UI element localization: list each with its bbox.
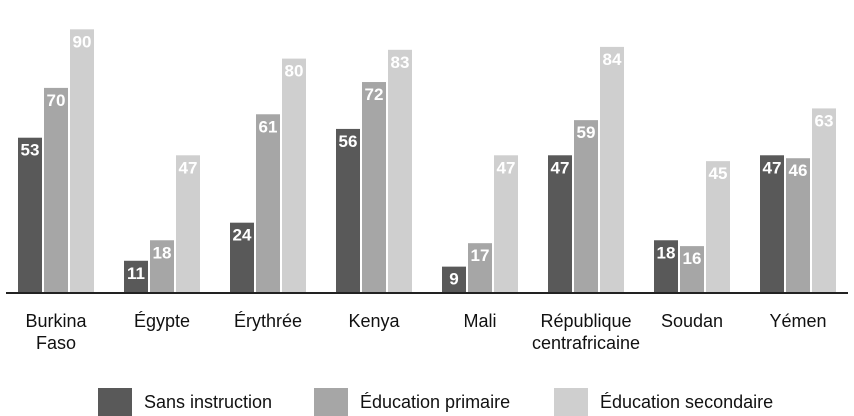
data-label: 47 bbox=[179, 158, 198, 177]
legend-label: Éducation primaire bbox=[360, 392, 510, 412]
data-label: 47 bbox=[763, 158, 782, 177]
bar-3-8 bbox=[812, 108, 836, 293]
category-label: Soudan bbox=[661, 311, 723, 331]
data-label: 72 bbox=[365, 85, 384, 104]
data-label: 83 bbox=[391, 53, 410, 72]
bar-1-1 bbox=[18, 137, 42, 293]
bar-3-4 bbox=[388, 49, 412, 294]
bar-3-3 bbox=[282, 58, 306, 293]
category-label: République centrafricaine bbox=[532, 311, 640, 353]
bar-2-3 bbox=[256, 114, 280, 294]
bar-1-3 bbox=[230, 222, 254, 293]
category-label: Kenya bbox=[348, 311, 400, 331]
bar-2-4 bbox=[362, 82, 386, 293]
data-label: 16 bbox=[683, 249, 702, 268]
legend-label: Sans instruction bbox=[144, 392, 272, 412]
bar-3-2 bbox=[176, 155, 200, 293]
legend: Sans instruction Éducation primaire Éducat… bbox=[98, 388, 773, 416]
bar-3-5 bbox=[494, 155, 518, 293]
data-label: 45 bbox=[709, 164, 728, 183]
category-labels: Burkina Faso Égypte Érythrée Kenya Mali Républ… bbox=[25, 311, 826, 353]
data-label: 63 bbox=[815, 111, 834, 130]
legend-swatch bbox=[314, 388, 348, 416]
legend-label: Éducation secondaire bbox=[600, 392, 773, 412]
data-label: 61 bbox=[259, 117, 278, 136]
data-label: 18 bbox=[657, 243, 676, 262]
bar-1-7 bbox=[654, 240, 678, 293]
data-label: 84 bbox=[603, 50, 622, 69]
bars-group: 53 70 90 11 18 47 24 61 80 56 72 83 9 17 47 47 59 84 18 16 4… bbox=[18, 29, 836, 294]
data-label: 47 bbox=[551, 158, 570, 177]
category-label: Érythrée bbox=[234, 311, 302, 331]
data-label: 90 bbox=[73, 32, 92, 51]
data-label: 80 bbox=[285, 62, 304, 81]
bar-3-1 bbox=[70, 29, 94, 294]
bar-2-8 bbox=[786, 158, 810, 293]
category-label: Yémen bbox=[769, 311, 826, 331]
bar-1-8 bbox=[760, 155, 784, 293]
data-label: 56 bbox=[339, 132, 358, 151]
data-label: 70 bbox=[47, 91, 66, 110]
bar-3-6 bbox=[600, 46, 624, 293]
data-label: 46 bbox=[789, 161, 808, 180]
category-label: Égypte bbox=[134, 311, 190, 331]
legend-swatch bbox=[554, 388, 588, 416]
legend-swatch bbox=[98, 388, 132, 416]
bar-1-5 bbox=[442, 266, 466, 293]
bar-3-7 bbox=[706, 161, 730, 293]
bar-2-7 bbox=[680, 246, 704, 293]
category-label: Mali bbox=[463, 311, 496, 331]
data-label: 17 bbox=[471, 246, 490, 265]
category-label: Burkina Faso bbox=[25, 311, 87, 353]
data-label: 47 bbox=[497, 158, 516, 177]
bar-2-6 bbox=[574, 120, 598, 293]
data-label: 24 bbox=[233, 226, 252, 245]
data-label: 11 bbox=[127, 264, 145, 283]
bar-2-5 bbox=[468, 243, 492, 293]
bar-2-1 bbox=[44, 87, 68, 294]
bar-2-2 bbox=[150, 240, 174, 293]
data-label: 18 bbox=[153, 243, 172, 262]
bar-1-4 bbox=[336, 128, 360, 293]
bar-1-2 bbox=[124, 260, 148, 293]
data-label: 9 bbox=[449, 270, 458, 289]
bar-1-6 bbox=[548, 155, 572, 293]
data-label: 59 bbox=[577, 123, 596, 142]
data-label: 53 bbox=[21, 141, 40, 160]
